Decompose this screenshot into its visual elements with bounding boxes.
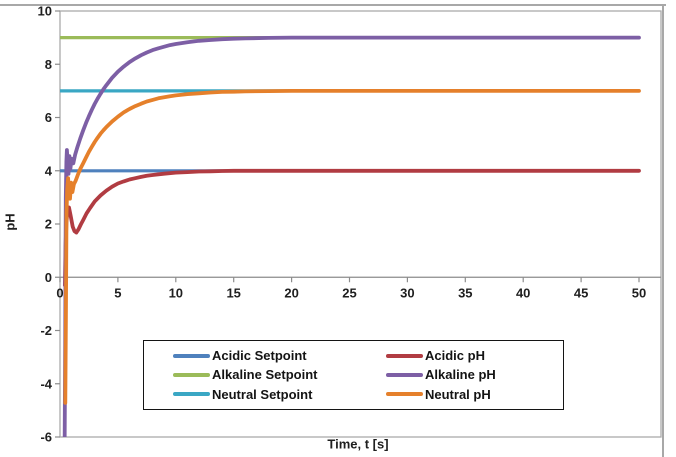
x-tick-label: 5	[114, 285, 121, 300]
legend-swatch-neutral-setpoint	[173, 392, 210, 397]
y-tick-label: 4	[45, 163, 53, 178]
y-tick-label: 6	[45, 110, 52, 125]
legend-label: Acidic Setpoint	[212, 348, 307, 364]
series-acidic-ph	[63, 168, 641, 288]
legend-swatch-acidic-ph	[386, 353, 423, 358]
legend-item: Alkaline pH	[386, 365, 563, 384]
x-tick-label: 30	[400, 285, 414, 300]
legend-label: Neutral Setpoint	[212, 386, 313, 402]
legend-item: Alkaline Setpoint	[173, 365, 386, 384]
legend-swatch-alkaline-ph	[386, 372, 423, 377]
x-axis-title: Time, t [s]	[327, 436, 389, 452]
x-tick-label: 45	[574, 285, 588, 300]
legend-item: Acidic Setpoint	[173, 346, 386, 365]
legend-swatch-neutral-ph	[386, 392, 423, 397]
x-tick-label: 40	[516, 285, 530, 300]
y-tick-label: 2	[45, 217, 52, 232]
y-tick-label: -4	[40, 376, 52, 391]
legend-label: Acidic pH	[425, 348, 485, 364]
figure-border-right	[662, 4, 664, 457]
series-neutral-ph	[63, 89, 641, 405]
y-tick-label: -2	[40, 323, 52, 338]
legend-item: Neutral pH	[386, 385, 563, 404]
y-tick-label: 0	[45, 270, 52, 285]
x-tick-label: 0	[56, 285, 63, 300]
legend-label: Alkaline Setpoint	[212, 367, 318, 383]
x-tick-label: 25	[342, 285, 356, 300]
legend-label: Neutral pH	[425, 386, 491, 402]
legend-swatch-alkaline-setpoint	[173, 372, 210, 377]
x-tick-label: 15	[226, 285, 240, 300]
legend-item: Acidic pH	[386, 346, 563, 365]
x-tick-label: 10	[169, 285, 183, 300]
x-tick-label: 35	[458, 285, 472, 300]
legend-swatch-acidic-setpoint	[173, 353, 210, 358]
series-alkaline-ph	[62, 35, 641, 437]
series-group	[60, 35, 641, 437]
y-tick-label: 8	[45, 57, 52, 72]
y-tick-label: -6	[40, 430, 52, 445]
y-tick-label: 10	[38, 4, 52, 19]
legend: Acidic Setpoint Acidic pH Alkaline Setpo…	[143, 340, 564, 410]
legend-label: Alkaline pH	[425, 367, 496, 383]
x-tick-label: 20	[284, 285, 298, 300]
figure-border-top	[0, 4, 666, 6]
x-tick-label: 50	[632, 285, 646, 300]
y-axis-title: pH	[2, 213, 18, 231]
legend-item: Neutral Setpoint	[173, 385, 386, 404]
